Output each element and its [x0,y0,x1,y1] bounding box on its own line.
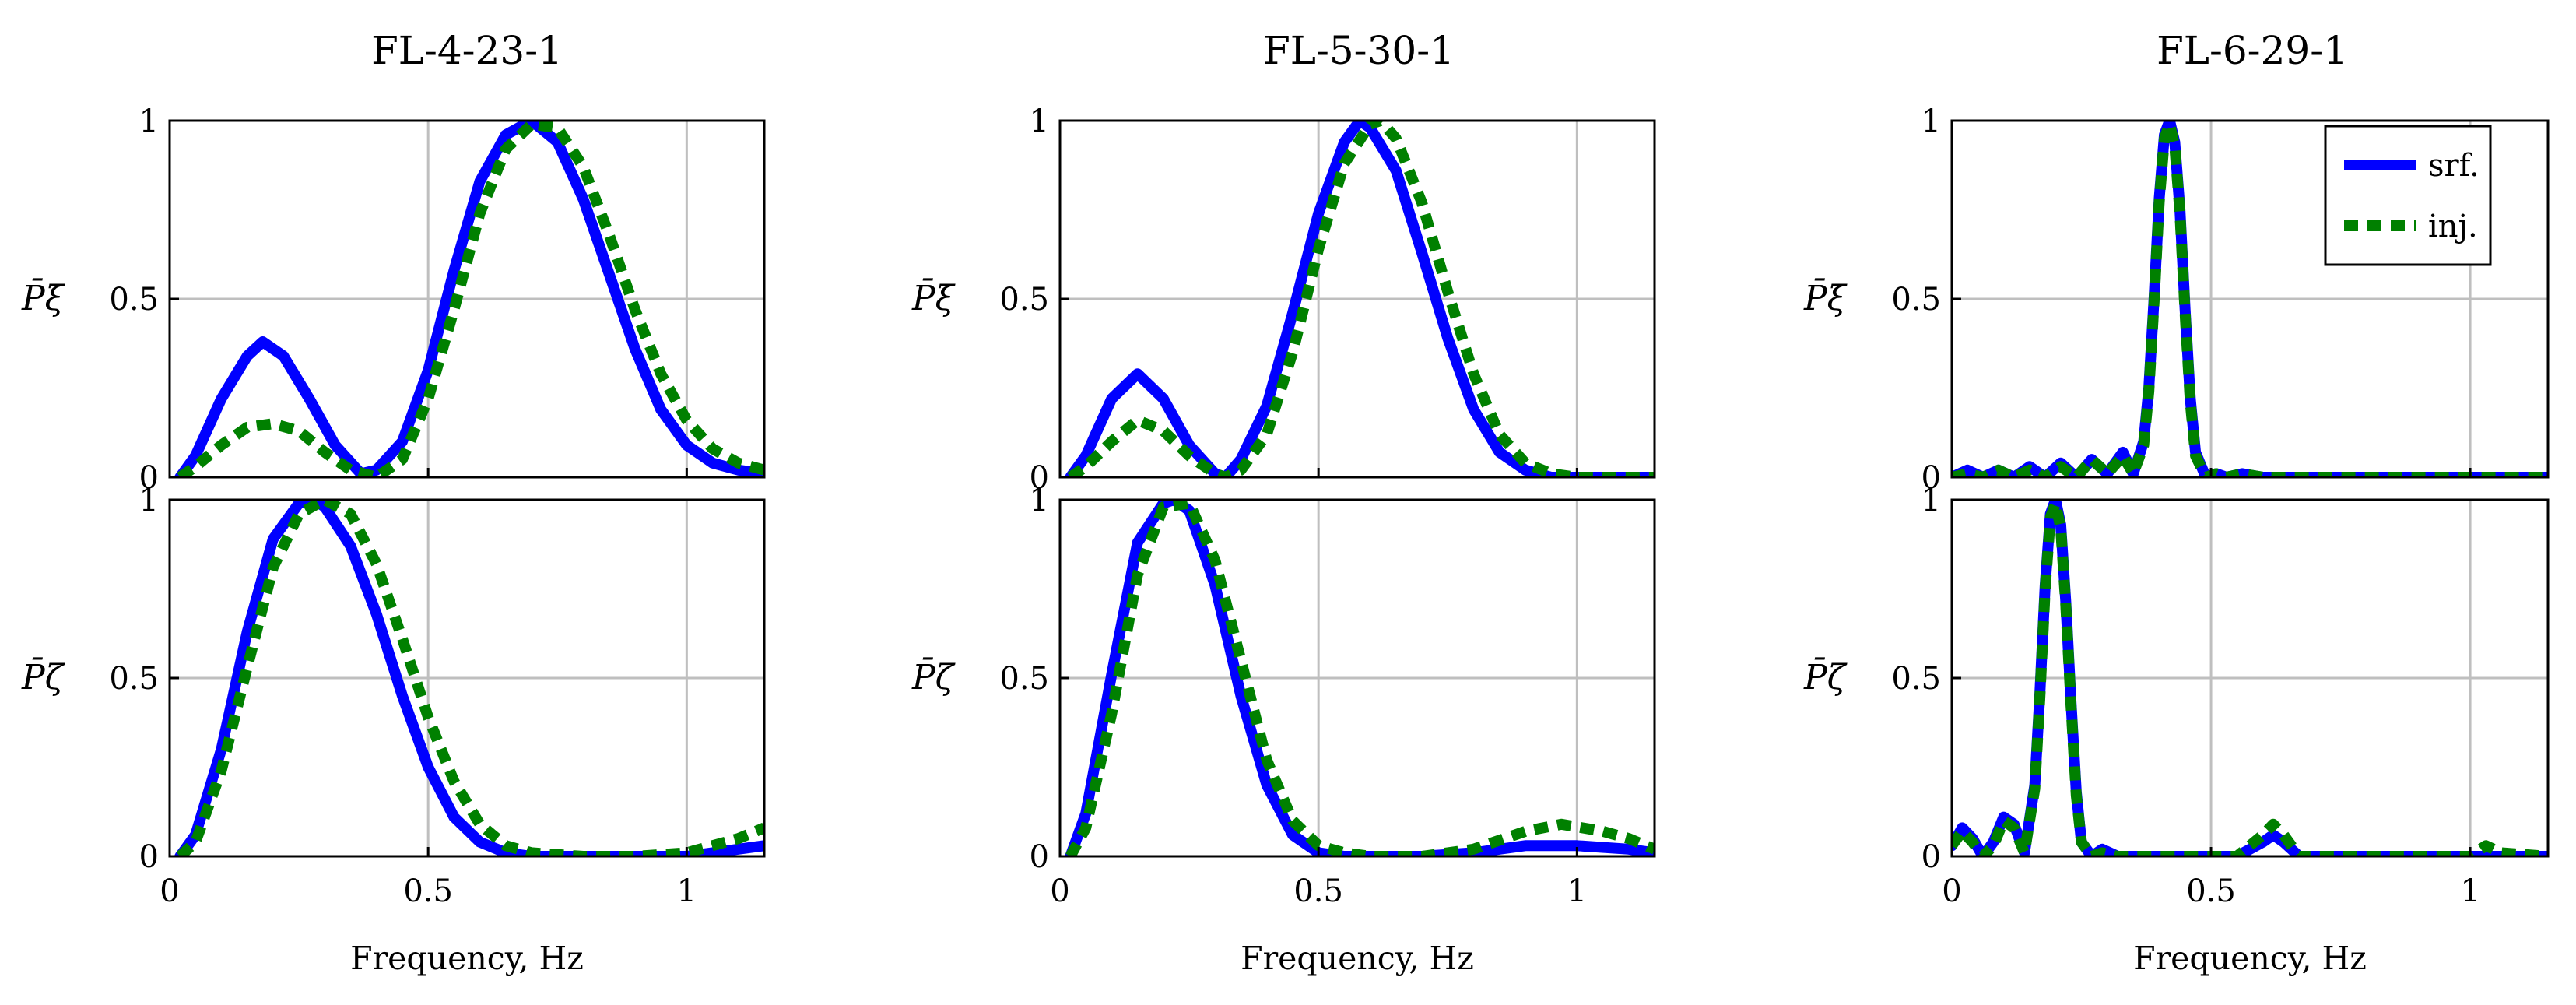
y-axis-label: P̄ξ [21,277,66,318]
y-tick-label: 1 [139,483,159,518]
legend: srf. inj. [2324,125,2492,266]
panel-fl-5-30-1-lower: 0 0.5 1 P̄ζ 0 0.5 1 Frequency, Hz [911,483,1656,977]
x-axis-label: Frequency, Hz [2133,940,2367,977]
y-axis-label: P̄ζ [21,656,66,698]
y-tick-label: 0 [1030,839,1049,875]
y-tick-label: 1 [1030,483,1049,518]
x-tick-label: 0.5 [2186,873,2236,909]
x-tick-label: 0 [160,873,179,909]
legend-label-srf: srf. [2428,148,2479,184]
x-tick-label: 0.5 [1293,873,1343,909]
y-tick-label: 0.5 [1891,661,1941,697]
series-line-inj [177,121,764,477]
series-line-inj [1952,121,2548,477]
column-title-fl-6-29-1: FL-6-29-1 [2157,28,2348,73]
column-title-fl-4-23-1: FL-4-23-1 [371,28,563,73]
y-tick-label: 0.5 [1891,282,1941,318]
y-tick-label: 0 [1921,460,1941,496]
y-tick-label: 0.5 [109,282,159,318]
y-tick-label: 1 [1030,104,1049,139]
series-line-inj [176,500,764,856]
y-axis-label: P̄ζ [1803,656,1848,698]
y-tick-label: 0.5 [109,661,159,697]
x-axis-label: Frequency, Hz [1241,940,1474,977]
series-line-inj [1065,500,1655,856]
x-tick-label: 1 [677,873,697,909]
y-axis-label: P̄ζ [911,656,956,698]
panel-fl-6-29-1-lower: 0 0.5 1 P̄ζ 0 0.5 1 Frequency, Hz [1803,483,2550,977]
panel-fl-4-23-1-upper: 0 0.5 1 P̄ξ [21,104,766,496]
x-tick-label: 0 [1942,873,1961,909]
y-tick-label: 0 [1921,839,1941,875]
series-line-srf [174,121,764,477]
legend-label-inj: inj. [2428,209,2478,244]
y-tick-label: 1 [1921,104,1941,139]
y-axis-label: P̄ξ [1803,277,1848,318]
x-tick-label: 1 [2460,873,2479,909]
x-tick-label: 1 [1567,873,1587,909]
y-tick-label: 0.5 [999,282,1049,318]
x-tick-label: 0 [1050,873,1069,909]
panel-fl-6-29-1-upper: 0 0.5 1 P̄ξ [1803,104,2550,496]
column-title-fl-5-30-1: FL-5-30-1 [1263,28,1455,73]
panel-fl-4-23-1-lower: 0 0.5 1 P̄ζ 0 0.5 1 Frequency, Hz [21,483,766,977]
y-tick-label: 1 [139,104,159,139]
series-line-srf [1065,121,1655,477]
y-tick-label: 0 [1030,460,1049,496]
panel-fl-5-30-1-upper: 0 0.5 1 P̄ξ [911,104,1656,496]
legend-box [2324,125,2492,266]
series-line-inj [1952,500,2548,856]
y-tick-label: 0 [139,839,159,875]
y-tick-label: 0.5 [999,661,1049,697]
x-tick-label: 0.5 [403,873,453,909]
series-line-srf [1065,500,1655,856]
series-line-srf [174,500,764,856]
y-tick-label: 0 [139,460,159,496]
x-axis-label: Frequency, Hz [350,940,584,977]
y-axis-label: P̄ξ [911,277,956,318]
series-line-inj [1067,121,1655,477]
y-tick-label: 1 [1921,483,1941,518]
